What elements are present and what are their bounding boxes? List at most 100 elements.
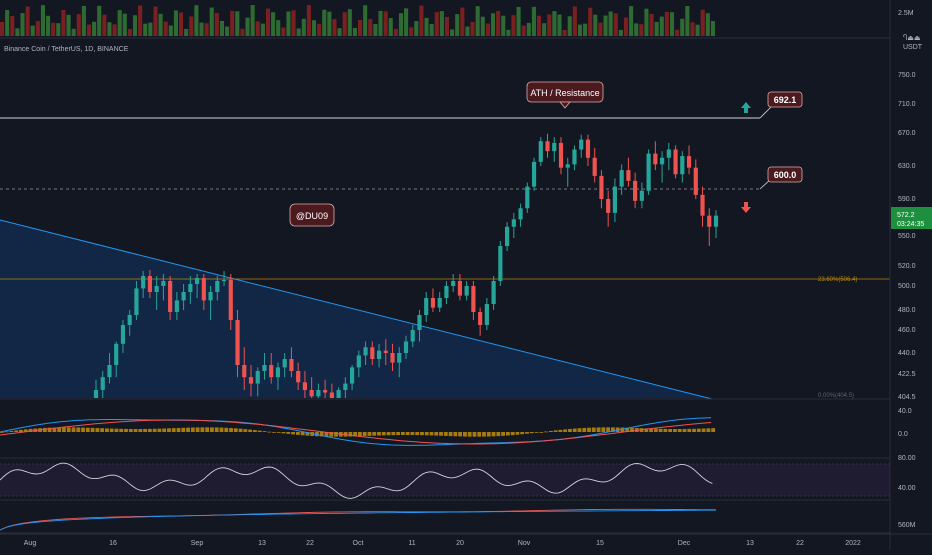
volume-bar (61, 10, 66, 37)
volume-bar (450, 29, 455, 36)
candle-body (680, 156, 685, 175)
volume-bar (5, 10, 10, 37)
macd-histogram-bar (682, 428, 687, 432)
macd-histogram-bar (186, 427, 190, 432)
volume-bar (245, 17, 250, 36)
level-high-callout[interactable]: 692.1 (759, 91, 803, 119)
time-axis[interactable]: Aug 16 Sep 13 22 Oct 11 20 Nov 15 Dec 13 22 2022 (24, 540, 861, 547)
rsi-tick-label: 80.00 (898, 455, 916, 462)
macd-histogram-bar (439, 432, 443, 436)
macd-histogram-bar (167, 428, 171, 432)
candle-body (673, 149, 678, 175)
author-label[interactable]: @DU09 (289, 203, 335, 227)
volume-bar (516, 6, 521, 37)
volume-bar (685, 6, 690, 37)
rsi-pane (0, 462, 713, 499)
candle-body (302, 382, 308, 390)
macd-histogram-bar (295, 432, 300, 435)
candle-body (572, 149, 577, 165)
volume-bar (163, 21, 168, 36)
volume-bar (675, 29, 680, 36)
volume-bar (311, 20, 317, 36)
volume-bar (429, 23, 434, 36)
candle-body (188, 284, 193, 292)
volume-bar (342, 12, 347, 36)
macd-signal-line (0, 419, 712, 445)
volume-bar (424, 17, 429, 36)
volume-bar (373, 23, 378, 36)
macd-histogram-bar (114, 428, 119, 432)
macd-histogram-bar (630, 427, 634, 432)
volume-bar (168, 25, 173, 36)
volume-bar (102, 14, 107, 37)
volume-bar (184, 28, 189, 36)
candle-body (343, 383, 348, 390)
candle-body (127, 315, 132, 325)
volume-bar (572, 6, 577, 37)
candle-body (653, 153, 658, 165)
macd-histogram-bar (596, 427, 601, 432)
macd-histogram-bar (396, 432, 401, 436)
candle-body (316, 389, 321, 397)
bottom-indicator-signal (0, 509, 716, 531)
volume-bar (219, 20, 225, 36)
candle-body (356, 355, 361, 368)
fib-label-low: 0.00%(404.5) (818, 393, 854, 399)
macd-histogram-bar (23, 429, 28, 432)
volume-bar (521, 25, 526, 36)
volume-bar (107, 22, 112, 36)
volume-bar (255, 21, 260, 36)
macd-histogram-bar (100, 428, 105, 432)
volume-bar (276, 20, 281, 36)
volume-bar (240, 28, 245, 36)
macd-histogram-bar (276, 432, 281, 433)
volume-bar (173, 10, 178, 36)
ath-label[interactable]: ATH / Resistance (526, 81, 604, 109)
candle-body (417, 315, 422, 330)
candle-body (390, 353, 395, 363)
candle-body (134, 288, 139, 315)
macd-histogram-bar (176, 427, 181, 432)
volume-bar (214, 12, 219, 36)
macd-histogram-bar (415, 432, 420, 436)
macd-histogram-bar (377, 432, 381, 436)
macd-histogram-bar (319, 432, 324, 437)
macd-histogram-bar (152, 428, 157, 432)
volume-bar (506, 29, 511, 36)
candle-body (269, 365, 274, 378)
volume-pane (0, 5, 715, 37)
macd-histogram-bar (272, 432, 276, 433)
candle-body (282, 359, 287, 368)
volume-bar (352, 27, 357, 36)
volume-bar (583, 23, 588, 36)
candle-body (410, 330, 415, 342)
macd-histogram-bar (105, 428, 109, 432)
macd-histogram-bar (286, 432, 291, 434)
macd-histogram-bar (214, 427, 219, 432)
volume-bar (225, 26, 230, 36)
candle-body (114, 343, 119, 365)
volume-bar (496, 11, 501, 36)
macd-histogram-bar (248, 429, 253, 432)
level-mid-callout[interactable]: 600.0 (759, 166, 803, 190)
candle-body (289, 359, 294, 371)
macd-histogram-bar (200, 427, 205, 432)
macd-histogram-bar (109, 428, 114, 432)
macd-histogram-bar (138, 428, 143, 432)
candle-body (464, 286, 469, 296)
macd-histogram-bar (429, 432, 434, 436)
candle-body (525, 186, 530, 209)
volume-bar (552, 11, 557, 36)
currency-extra-label: Ⴄ⏏⏏ (903, 34, 921, 42)
volume-bar (695, 24, 700, 36)
volume-bar (71, 28, 76, 36)
volume-bar (501, 15, 506, 37)
candle-body (666, 149, 671, 158)
candle-body (174, 300, 179, 312)
macd-histogram-bar (424, 432, 429, 436)
volume-bar (86, 24, 92, 36)
macd-histogram-bar (0, 432, 4, 433)
price-axis[interactable]: 750.0 710.0 670.0 630.0 590.0 550.0 520.0 500.0… (898, 72, 916, 401)
